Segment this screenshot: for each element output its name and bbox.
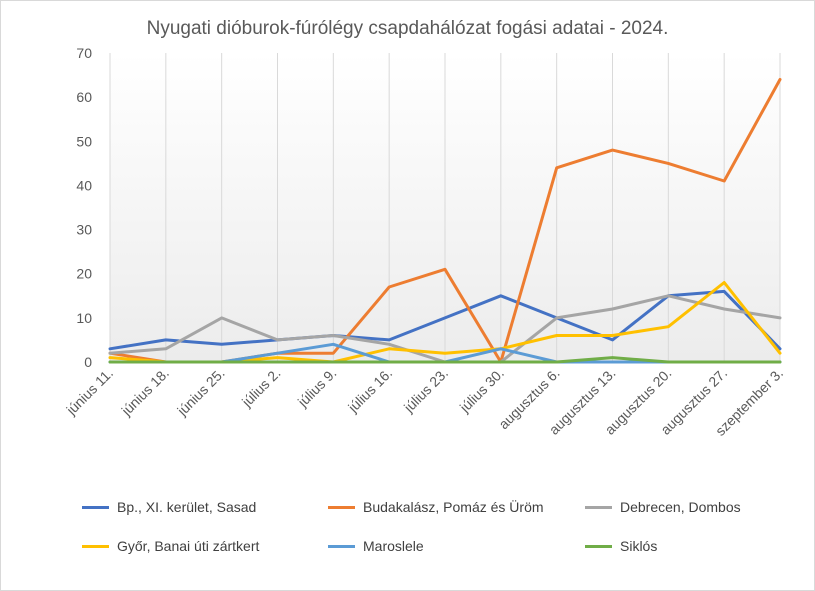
legend-item: Siklós	[585, 538, 657, 554]
legend-swatch	[82, 505, 109, 509]
x-tick-label: június 25.	[173, 365, 227, 419]
legend-item: Bp., XI. kerület, Sasad	[82, 499, 256, 515]
legend-item: Budakalász, Pomáz és Üröm	[328, 499, 544, 515]
y-tick-label: 70	[76, 45, 92, 61]
legend-swatch	[585, 544, 612, 548]
legend-label: Budakalász, Pomáz és Üröm	[363, 499, 544, 515]
y-tick-label: 20	[76, 266, 92, 282]
series-line-6	[108, 356, 782, 364]
y-tick-label: 60	[76, 89, 92, 105]
x-tick-label: július 9.	[294, 365, 340, 411]
y-tick-label: 40	[76, 177, 92, 193]
x-tick-label: június 11.	[62, 365, 116, 419]
legend-swatch	[328, 544, 355, 548]
legend-swatch	[328, 505, 355, 509]
legend-label: Győr, Banai úti zártkert	[117, 538, 260, 554]
y-tick-label: 50	[76, 133, 92, 149]
legend-item: Maroslele	[328, 538, 424, 554]
legend-label: Bp., XI. kerület, Sasad	[117, 499, 257, 515]
chart-title: Nyugati dióburok-fúrólégy csapdahálózat …	[146, 18, 669, 39]
y-tick-label: 10	[76, 310, 92, 326]
legend-label: Maroslele	[363, 538, 424, 554]
x-tick-label: július 16.	[344, 365, 395, 416]
legend-swatch	[585, 505, 612, 509]
x-tick-label: június 18.	[118, 365, 172, 419]
legend-item: Győr, Banai úti zártkert	[82, 538, 259, 554]
legend-item: Debrecen, Dombos	[585, 499, 741, 515]
y-tick-label: 0	[84, 354, 92, 370]
x-tick-label: július 23.	[400, 365, 451, 416]
x-tick-label: július 2.	[238, 365, 284, 411]
legend-label: Siklós	[620, 538, 658, 554]
legend-swatch	[82, 544, 109, 548]
legend-label: Debrecen, Dombos	[620, 499, 741, 515]
x-tick-label: július 30.	[456, 365, 507, 416]
y-tick-label: 30	[76, 222, 92, 238]
